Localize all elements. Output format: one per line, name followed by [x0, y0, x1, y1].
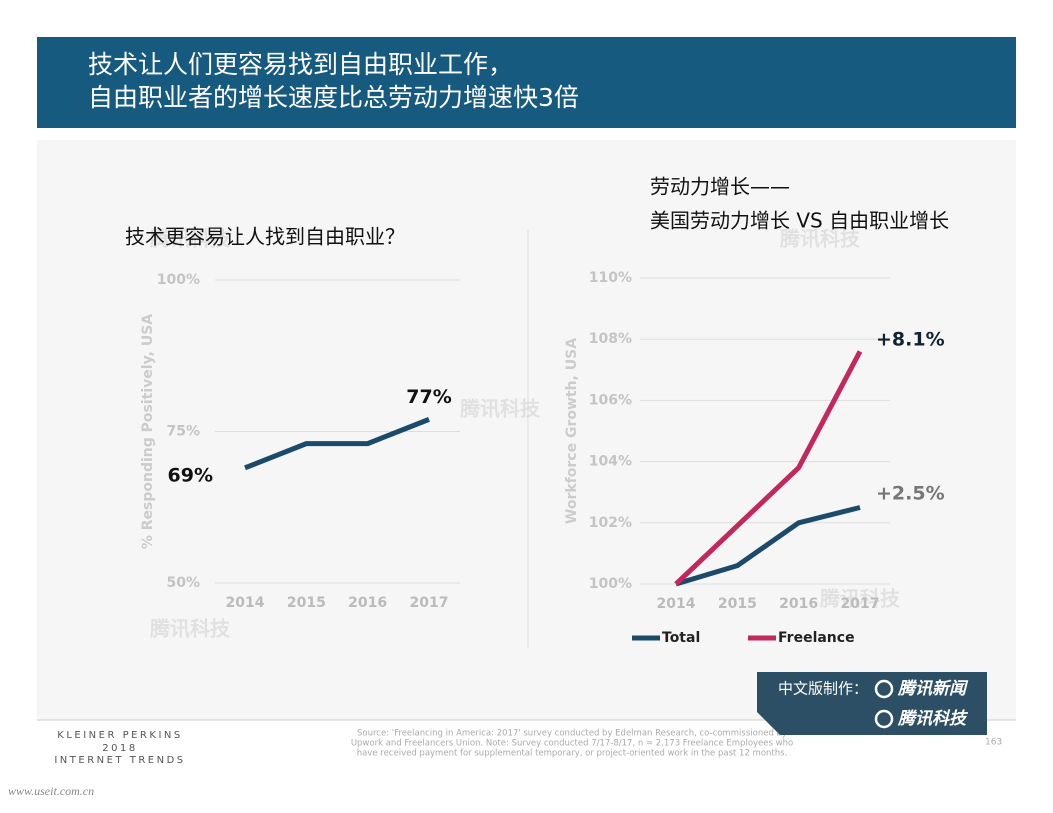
header-title: 技术让人们更容易找到自由职业工作，	[88, 50, 513, 79]
credit-label: 中文版制作：	[778, 680, 868, 698]
y-tick-label: 104%	[589, 454, 632, 470]
data-label: 77%	[406, 386, 451, 408]
brand: 2018	[102, 743, 137, 754]
x-tick-label: 2015	[718, 596, 757, 612]
credit-name: 腾讯科技	[897, 709, 969, 729]
watermark: 腾讯科技	[150, 617, 231, 641]
source: have received payment for supplemental t…	[357, 749, 788, 759]
source: Upwork and Freelancers Union. Note: Surv…	[351, 739, 793, 749]
watermark: 腾讯科技	[150, 227, 231, 251]
legend-label: Total	[662, 630, 700, 646]
line	[244, 417, 430, 471]
series-annotation: +8.1%	[876, 329, 945, 351]
credit-logo	[874, 709, 894, 729]
line	[674, 350, 863, 586]
chart-title: 劳动力增长——	[650, 175, 790, 199]
y-tick-label: 100%	[589, 576, 632, 592]
x-tick-label: 2017	[841, 596, 880, 612]
brand: INTERNET TRENDS	[54, 755, 185, 766]
chart-title: 技术更容易让人找到自由职业？	[125, 225, 405, 249]
line	[675, 505, 861, 587]
header-title: 自由职业者的增长速度比总劳动力增速快3倍	[88, 83, 579, 112]
site-watermark: www.useit.com.cn	[8, 784, 94, 798]
credit-logo	[874, 679, 894, 699]
y-tick-label: 106%	[589, 392, 632, 408]
y-tick-label: 110%	[589, 270, 632, 286]
series-annotation: +2.5%	[876, 483, 945, 505]
credit-box	[757, 672, 987, 735]
x-tick-label: 2016	[348, 595, 387, 611]
credit-name: 腾讯新闻	[897, 679, 969, 699]
legend-label: Freelance	[778, 630, 855, 646]
source: Source: 'Freelancing in America: 2017' s…	[357, 729, 787, 739]
x-tick-label: 2014	[226, 595, 265, 611]
chart-subtitle: 美国劳动力增长 VS 自由职业增长	[650, 209, 949, 233]
y-tick-label: 75%	[166, 424, 200, 440]
x-tick-label: 2017	[410, 595, 449, 611]
y-axis-label: Workforce Growth, USA	[564, 338, 580, 524]
y-tick-label: 108%	[589, 331, 632, 347]
y-tick-label: 50%	[166, 575, 200, 591]
y-tick-label: 102%	[589, 515, 632, 531]
content-area	[37, 140, 1016, 720]
y-tick-label: 100%	[157, 272, 200, 288]
data-label: 69%	[168, 464, 213, 486]
x-tick-label: 2014	[657, 596, 696, 612]
header-bar	[37, 37, 1016, 128]
watermark: 腾讯科技	[460, 397, 541, 421]
page-number: 163	[985, 738, 1002, 748]
watermark: 腾讯科技	[780, 227, 861, 251]
watermark: 腾讯科技	[820, 587, 901, 611]
x-tick-label: 2016	[779, 596, 818, 612]
brand: KLEINER PERKINS	[57, 730, 182, 741]
y-axis-label: % Responding Positively, USA	[140, 314, 156, 549]
x-tick-label: 2015	[287, 595, 326, 611]
